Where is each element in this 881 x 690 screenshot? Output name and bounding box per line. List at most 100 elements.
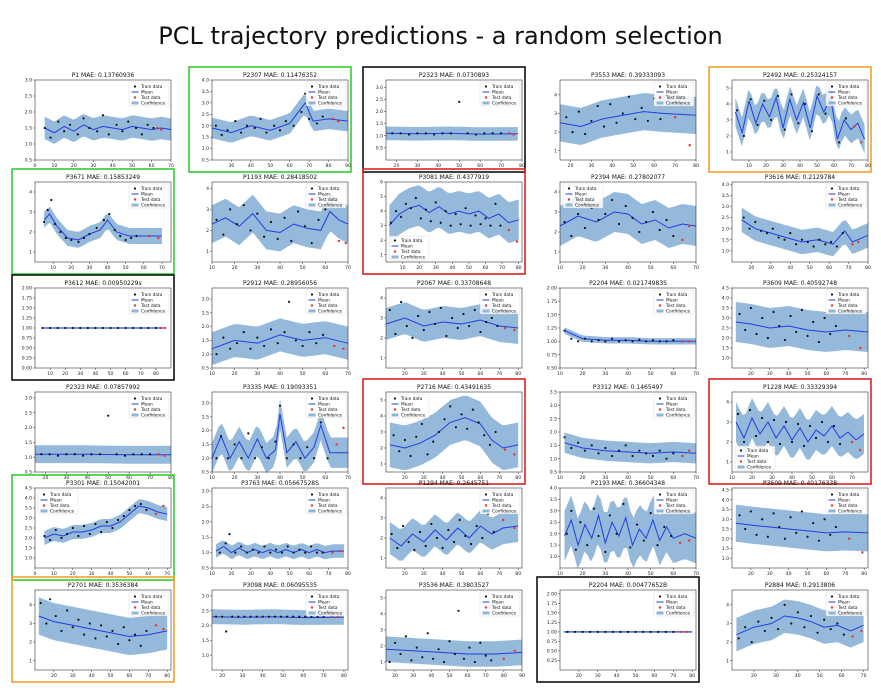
train-point [797,122,800,125]
x-tick-label: 10 [557,265,563,271]
legend-confidence-marker [828,309,836,313]
x-tick-label: 20 [402,571,408,577]
x-tick-label: 90 [519,673,525,679]
train-point [829,627,832,631]
chart-title: P3335 MAE: 0.19093351 [243,384,317,391]
y-tick-label: 3 [380,628,383,634]
train-point [249,615,252,618]
chart-panel: P3612 MAE: 0.00950229s 10 20 30 40 50 60 70 80 0.… [11,274,175,381]
train-point [54,528,57,532]
test-point [513,526,516,530]
x-tick-label: 20 [394,163,400,169]
x-tick-label: 10 [209,265,215,271]
legend-label: Mean [141,600,153,606]
train-point [315,122,319,125]
x-tick-label: 50 [648,265,654,271]
x-tick-label: 30 [77,371,83,377]
legend-label: Mean [401,244,413,250]
x-tick-label: 20 [748,571,754,577]
x-tick-label: 20 [568,163,574,169]
train-point [215,353,218,356]
train-point [393,641,397,644]
x-tick-label: 30 [773,673,779,679]
chart-panel: P3671 MAE: 0.15853249 10 20 30 40 50 60 70 1 2 3 4 T… [11,168,175,275]
x-tick-label: 30 [240,673,246,679]
x-tick-label: 60 [839,673,845,679]
train-point [570,509,573,512]
legend-label: Train data [317,292,340,298]
x-tick-label: 40 [440,475,446,481]
x-tick-label: 80 [326,163,332,169]
chart-panel: P1 MAE: 0.13760936 0 10 20 30 40 50 60 70 0.5 1.0 1… [25,72,174,169]
x-tick-label: 40 [248,163,254,169]
train-point [128,639,131,642]
train-point [434,322,437,326]
legend-label: Confidence [838,203,863,209]
legend-train-marker [830,595,834,598]
chart-panel: P2323 MAE: 0.0730893 20 30 40 50 60 70 80 0.5 1.0… [362,66,526,173]
train-point [297,210,300,213]
y-tick-label: 2.00 [547,591,557,597]
legend-label: Mean [492,498,504,504]
train-point [748,227,751,230]
legend-label: Train data [665,396,688,402]
train-point [590,444,593,447]
confidence-band [389,510,519,561]
test-point [508,132,511,135]
y-tick-label: 3.0 [202,401,209,407]
y-tick-label: 4 [554,92,557,98]
train-point [134,504,137,508]
train-point [744,328,747,332]
train-point [218,551,221,554]
chart-panel: P3098 MAE: 0.06095535 20 30 40 50 60 70 80 1.0 1.… [202,582,349,679]
y-tick-label: 0.5 [376,145,383,151]
train-point [287,300,291,303]
test-point [157,236,160,240]
train-point [490,659,493,662]
x-tick-label: 70 [498,163,504,169]
y-tick-label: 1.75 [22,296,32,302]
train-point [66,532,69,536]
train-point [321,551,324,554]
train-point [626,630,630,634]
chart-title: P2912 MAE: 0.28956056 [243,280,317,287]
train-point [841,232,844,235]
x-tick-label: 50 [648,571,654,577]
y-tick-label: 3.0 [722,517,729,523]
legend-box [128,81,170,107]
train-point [490,316,493,320]
x-tick-label: 50 [459,371,465,377]
train-point [817,539,820,542]
legend-train-marker [133,595,137,598]
train-point [826,440,830,444]
legend-box [305,81,347,107]
train-point [570,337,573,340]
x-tick-label: 30 [421,571,427,577]
y-tick-label: 1.25 [22,316,32,322]
train-point [94,637,97,640]
train-point [50,198,53,202]
train-point [242,331,245,334]
legend-train-marker [393,397,397,400]
y-tick-label: 0.50 [547,366,557,372]
x-tick-label: 50 [280,673,286,679]
x-tick-label: 70 [147,475,153,481]
legend-box [305,591,347,617]
train-point [278,129,282,132]
y-tick-label: 2 [380,644,383,650]
test-point [681,238,684,242]
train-point [256,212,259,215]
y-tick-label: 2.5 [202,608,209,614]
train-point [117,326,120,330]
y-tick-label: 0.50 [22,346,32,352]
axes-box [385,79,523,161]
x-tick-label: 20 [580,265,586,271]
train-point [286,545,289,548]
legend-label: Confidence [666,509,691,515]
train-point [414,196,417,200]
y-tick-label: 4.5 [722,286,729,292]
